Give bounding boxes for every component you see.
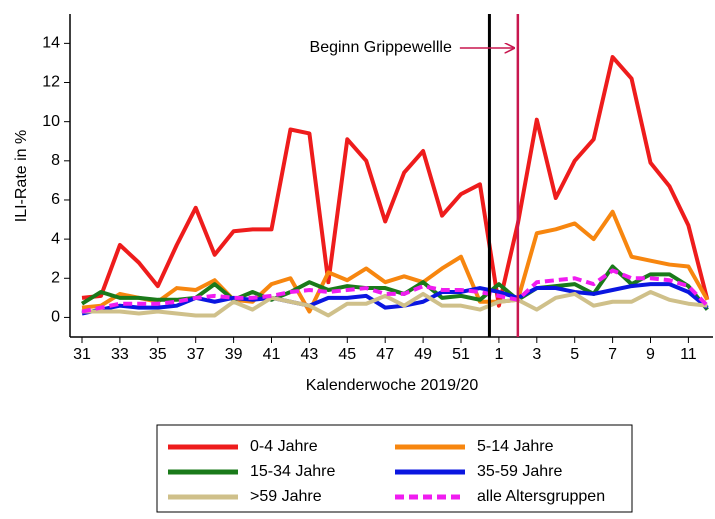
x-tick-label: 45 — [338, 346, 356, 363]
x-tick-label: 51 — [452, 346, 470, 363]
y-tick-label: 4 — [51, 230, 60, 247]
x-tick-label: 49 — [414, 346, 432, 363]
x-tick-label: 41 — [263, 346, 281, 363]
legend-label: 35-59 Jahre — [477, 463, 562, 480]
y-tick-label: 8 — [51, 152, 60, 169]
legend-label: 0-4 Jahre — [250, 438, 318, 455]
y-tick-label: 6 — [51, 191, 60, 208]
series-line — [81, 209, 710, 314]
legend-label: >59 Jahre — [250, 488, 322, 505]
x-tick-label: 33 — [111, 346, 129, 363]
x-axis-label: Kalenderwoche 2019/20 — [306, 377, 479, 394]
legend-label: alle Altersgruppen — [477, 488, 605, 505]
x-tick-label: 37 — [187, 346, 205, 363]
x-tick-label: 3 — [532, 346, 541, 363]
x-tick-label: 39 — [225, 346, 243, 363]
series-line — [82, 289, 708, 318]
x-tick-label: 35 — [149, 346, 167, 363]
y-tick-label: 12 — [42, 74, 60, 91]
legend-label: 15-34 Jahre — [250, 463, 335, 480]
legend-box — [156, 424, 633, 513]
y-tick-label: 14 — [42, 35, 60, 52]
x-tick-label: 11 — [680, 346, 697, 363]
x-tick-label: 1 — [494, 346, 503, 363]
x-tick-label: 9 — [646, 346, 655, 363]
x-tick-label: 43 — [301, 346, 319, 363]
annotation-text: Beginn Grippewellle — [310, 39, 452, 56]
y-tick-label: 2 — [51, 269, 60, 286]
x-tick-label: 5 — [570, 346, 579, 363]
x-tick-label: 7 — [608, 346, 617, 363]
y-axis-label: ILI-Rate in % — [13, 130, 30, 222]
x-tick-label: 47 — [376, 346, 394, 363]
y-tick-label: 0 — [51, 309, 60, 326]
legend-label: 5-14 Jahre — [477, 438, 554, 455]
x-tick-label: 31 — [73, 346, 91, 363]
y-tick-label: 10 — [42, 113, 60, 130]
series-line — [81, 268, 709, 314]
series-line — [81, 55, 710, 308]
